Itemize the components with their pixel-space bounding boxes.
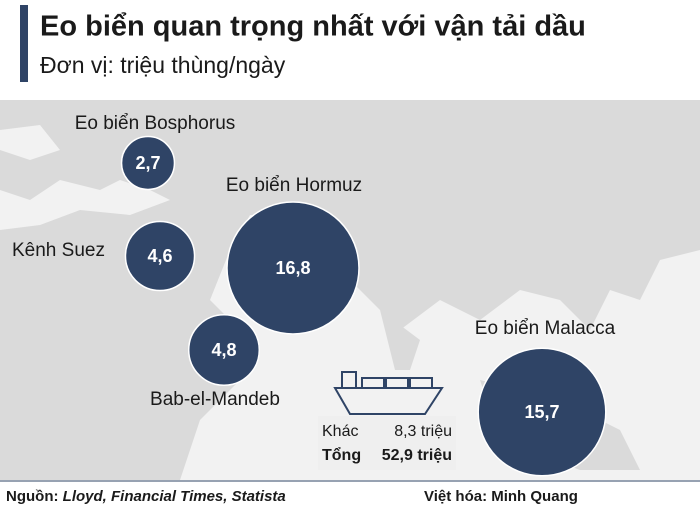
summary-box xyxy=(318,416,456,470)
land xyxy=(380,310,420,370)
strait-label: Eo biển Bosphorus xyxy=(75,113,236,134)
subtitle: Đơn vị: triệu thùng/ngày xyxy=(40,52,286,78)
strait-label: Bab-el-Mandeb xyxy=(150,389,280,410)
bubble xyxy=(120,135,176,191)
value-label: 4,8 xyxy=(211,340,236,360)
bubble xyxy=(124,220,196,292)
strait-label: Kênh Suez xyxy=(12,240,105,261)
strait-label: Eo biển Malacca xyxy=(475,318,616,339)
summary-label: Khác xyxy=(322,423,358,440)
value-label: 2,7 xyxy=(135,153,160,173)
value-label: 15,7 xyxy=(524,402,559,422)
summary-value: 52,9 triệu xyxy=(382,447,452,464)
strait-label: Eo biển Hormuz xyxy=(226,175,362,196)
summary-value: 8,3 triệu xyxy=(394,423,452,440)
source-label: Nguồn: xyxy=(6,488,58,505)
value-label: 16,8 xyxy=(275,258,310,278)
bubble xyxy=(477,347,607,477)
value-label: 4,6 xyxy=(147,246,172,266)
ship-icon xyxy=(333,371,444,415)
sea xyxy=(0,125,60,160)
summary-label: Tổng xyxy=(322,446,361,464)
bubble xyxy=(226,201,360,335)
source-text: Lloyd, Financial Times, Statista xyxy=(63,488,286,505)
title-bar xyxy=(20,5,28,82)
credit: Việt hóa: Minh Quang xyxy=(424,488,578,505)
title: Eo biển quan trọng nhất với vận tải dầu xyxy=(40,11,586,43)
land xyxy=(0,100,700,480)
bubble xyxy=(187,313,261,387)
source: Nguồn: Lloyd, Financial Times, Statista xyxy=(6,488,286,505)
